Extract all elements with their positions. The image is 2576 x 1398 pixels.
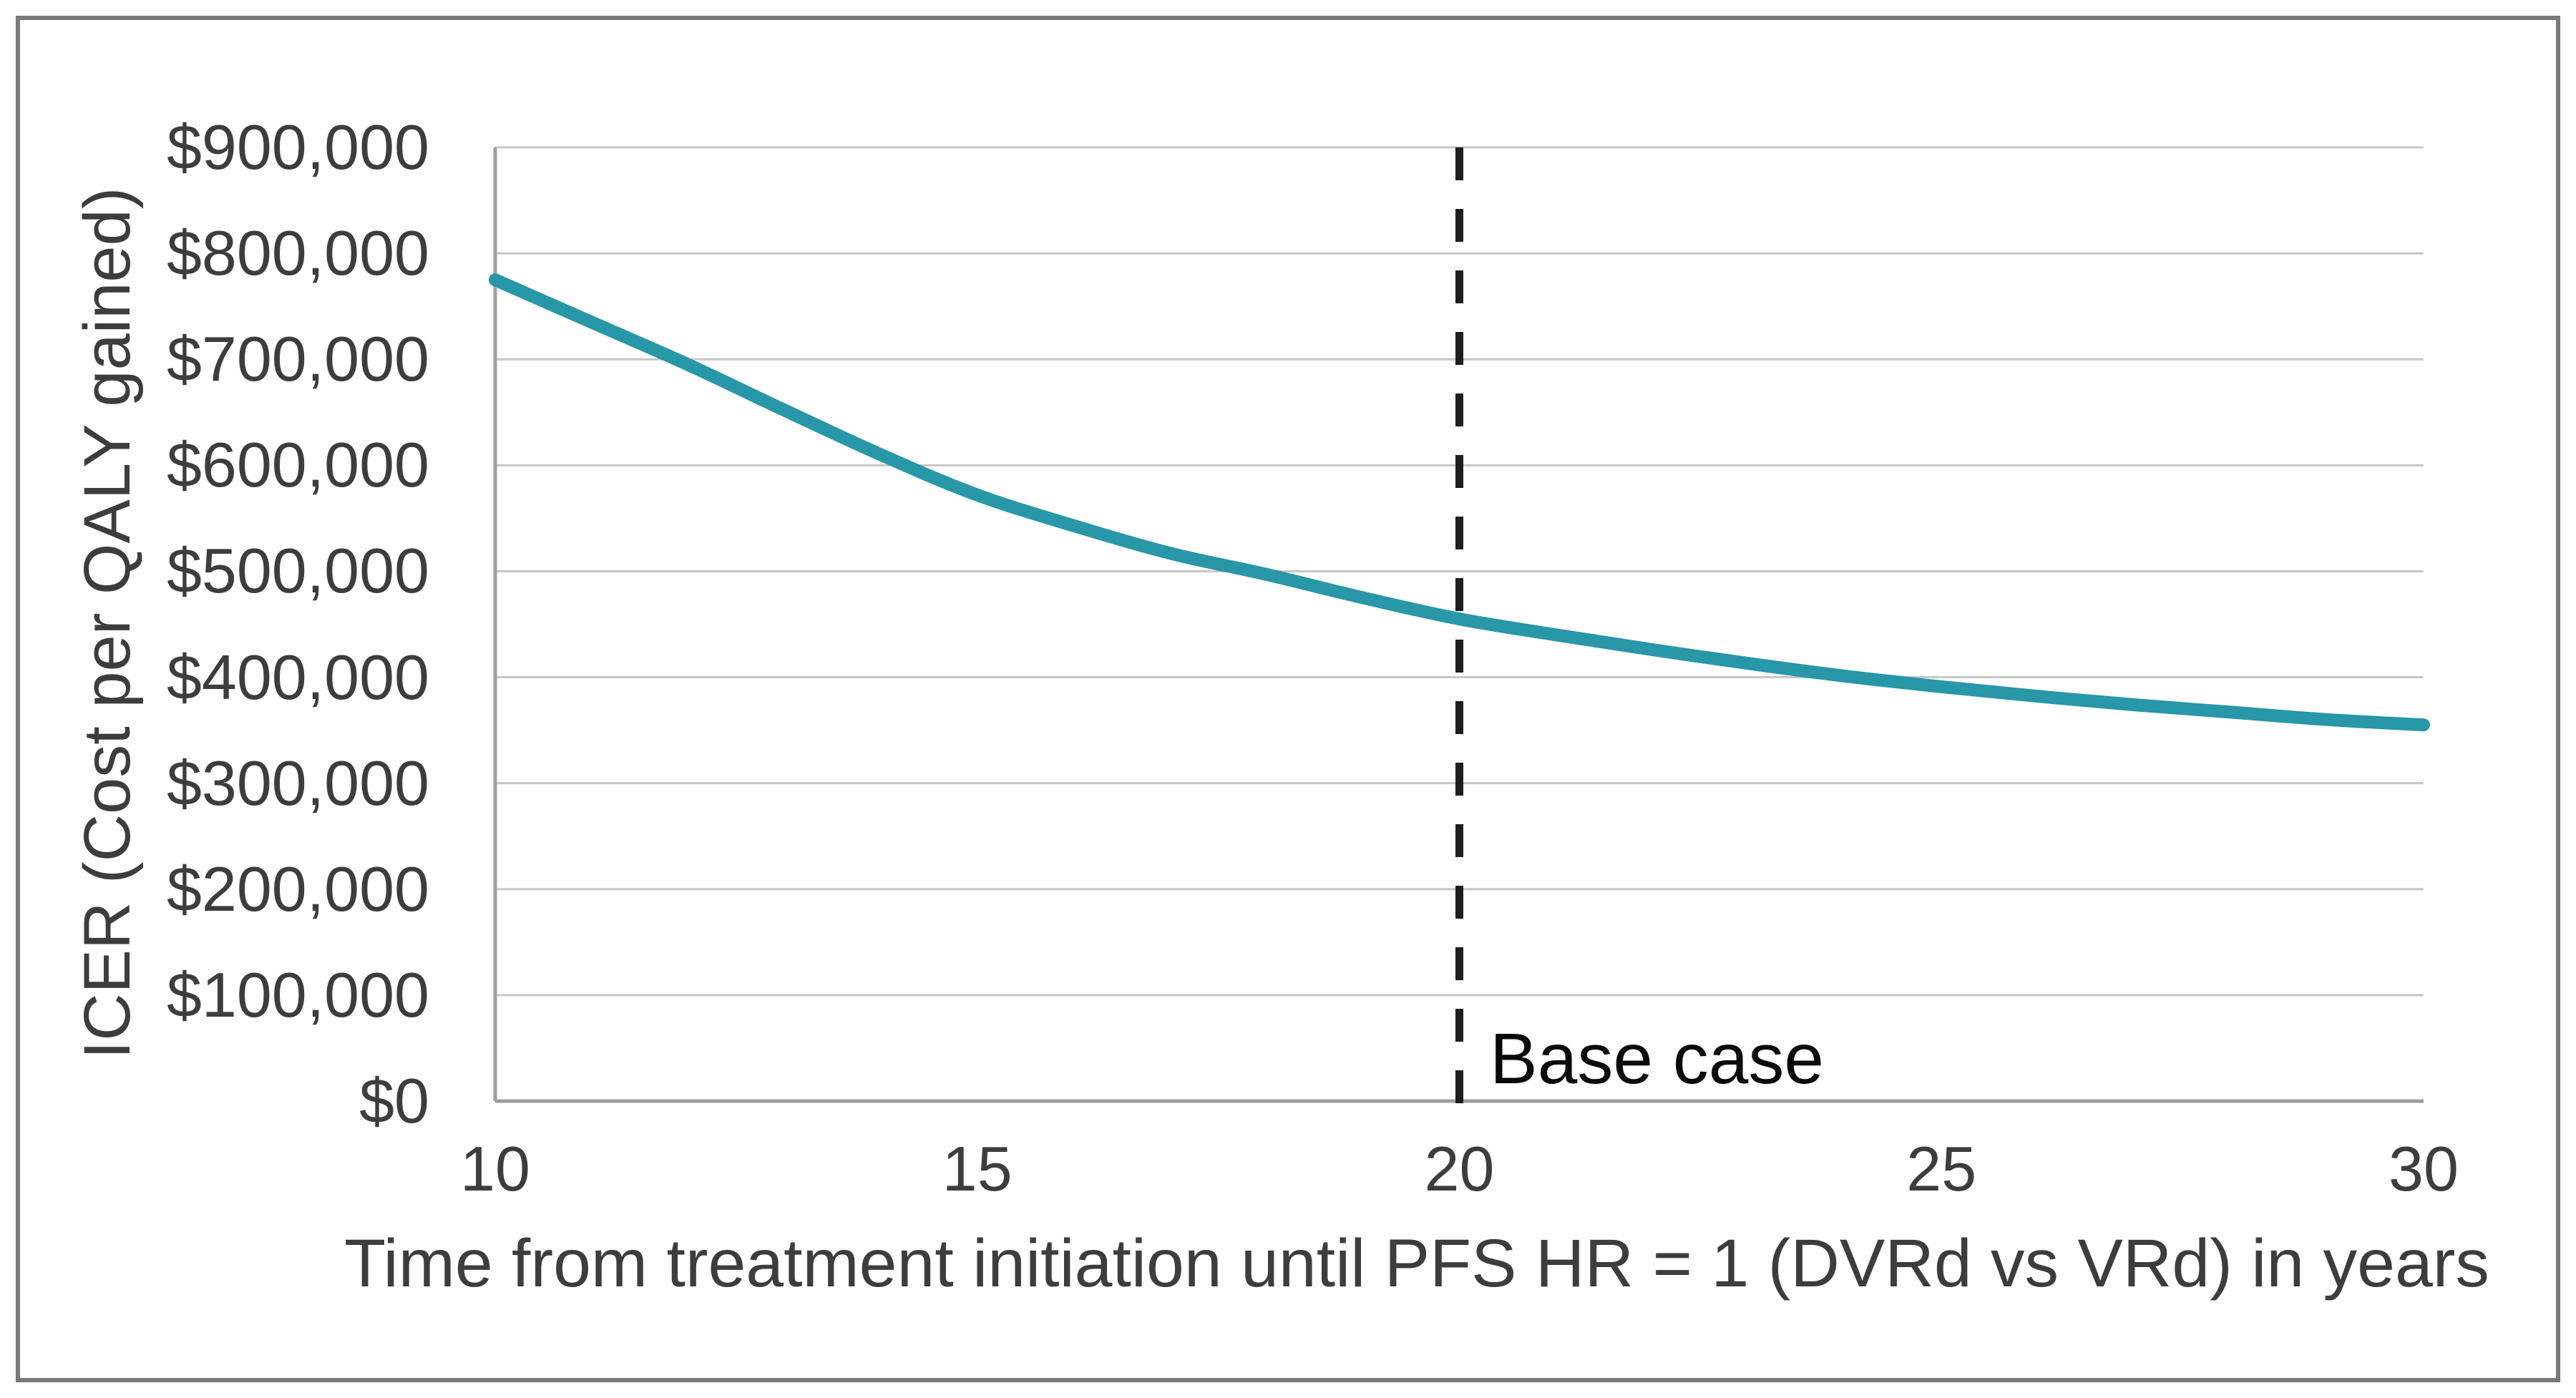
y-tick-label: $200,000 — [166, 853, 429, 924]
y-tick-label: $800,000 — [166, 217, 429, 289]
x-tick-label: 25 — [1906, 1133, 1977, 1204]
icer-curve — [489, 273, 2430, 732]
y-tick-label: $500,000 — [166, 535, 429, 607]
x-tick-label: 30 — [2389, 1133, 2459, 1204]
x-tick-label: 10 — [460, 1133, 530, 1204]
x-tick-label: 15 — [942, 1133, 1013, 1204]
y-tick-label: $900,000 — [166, 112, 429, 182]
y-tick-label: $100,000 — [166, 959, 429, 1030]
base-case-annotation-label: Base case — [1490, 1019, 1824, 1099]
y-tick-label: $600,000 — [166, 429, 429, 501]
y-tick-label: $0 — [359, 1065, 429, 1136]
y-tick-label: $700,000 — [166, 323, 429, 395]
y-tick-label: $400,000 — [166, 641, 429, 713]
x-axis-title: Time from treatment initiation until PFS… — [344, 1226, 2489, 1301]
y-tick-label: $300,000 — [166, 747, 429, 818]
x-tick-label: 20 — [1424, 1133, 1495, 1204]
